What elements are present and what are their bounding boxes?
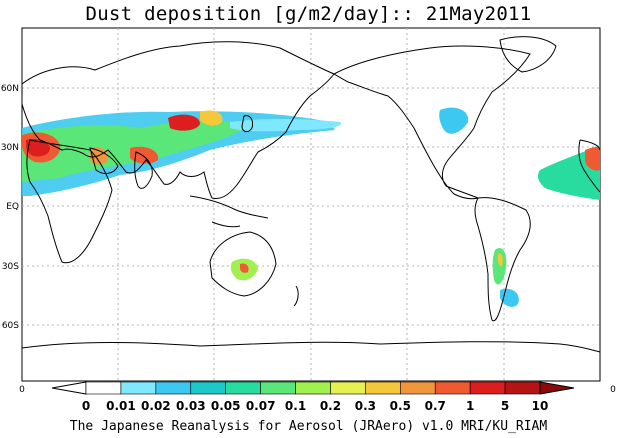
colorbar-tick-label: 0.5 bbox=[390, 399, 411, 413]
colorbar-right-end-label: 0 bbox=[610, 385, 616, 395]
colorbar-swatch bbox=[434, 381, 471, 395]
colorbar-tick-label: 5 bbox=[501, 399, 509, 413]
colorbar-tick-label: 0.01 bbox=[106, 399, 136, 413]
colorbar: 0 0 0 0.01 0.02 0.03 0.05 0.07 0.1 0.2 0.3 0.5 0.7… bbox=[19, 381, 616, 413]
coastlines bbox=[21, 36, 601, 353]
lat-label-eq: EQ bbox=[6, 202, 19, 212]
dust-core-gobi bbox=[200, 110, 223, 126]
colorbar-tick-label: 0.2 bbox=[320, 399, 341, 413]
colorbar-swatch bbox=[330, 381, 366, 395]
colorbar-swatch bbox=[260, 381, 296, 395]
colorbar-swatch bbox=[469, 381, 506, 395]
colorbar-swatch bbox=[85, 381, 122, 395]
colorbar-swatch bbox=[120, 381, 157, 395]
dust-deposition-field bbox=[22, 107, 600, 307]
lat-label-30s: 30S bbox=[2, 262, 19, 272]
latitude-labels: 60N 30N EQ 30S 60S bbox=[1, 84, 19, 331]
dust-core-taklimakan bbox=[168, 114, 200, 131]
dust-australia-core bbox=[240, 263, 249, 273]
colorbar-tick-label: 10 bbox=[532, 399, 549, 413]
colorbar-tick-label: 0.07 bbox=[246, 399, 276, 413]
colorbar-tick-label: 1 bbox=[466, 399, 474, 413]
colorbar-swatch bbox=[295, 381, 331, 395]
colorbar-swatch bbox=[225, 381, 261, 395]
dust-south-america-core bbox=[497, 253, 503, 267]
colorbar-left-arrow bbox=[51, 381, 87, 395]
lat-label-60n: 60N bbox=[1, 84, 19, 94]
colorbar-tick-label: 0.05 bbox=[211, 399, 241, 413]
colorbar-tick-label: 0.02 bbox=[141, 399, 171, 413]
data-credit: The Japanese Reanalysis for Aerosol (JRA… bbox=[69, 419, 548, 434]
colorbar-tick-label: 0 bbox=[82, 399, 90, 413]
colorbar-swatch bbox=[365, 381, 401, 395]
colorbar-swatch bbox=[504, 381, 541, 395]
colorbar-swatch bbox=[155, 381, 192, 395]
colorbar-swatch bbox=[190, 381, 226, 395]
colorbar-tick-label: 0.03 bbox=[176, 399, 206, 413]
colorbar-left-end-label: 0 bbox=[19, 385, 25, 395]
colorbar-right-arrow bbox=[539, 381, 575, 395]
dust-north-america bbox=[439, 107, 469, 134]
dust-core-sahara-inner bbox=[26, 138, 50, 157]
dust-south-america bbox=[492, 248, 507, 285]
lat-label-30n: 30N bbox=[1, 143, 19, 153]
dust-plume-pacific bbox=[230, 119, 341, 132]
colorbar-tick-label: 0.1 bbox=[285, 399, 306, 413]
lat-label-60s: 60S bbox=[2, 321, 19, 331]
map-title: Dust deposition [g/m2/day]:: 21May2011 bbox=[85, 3, 532, 25]
colorbar-tick-label: 0.3 bbox=[355, 399, 376, 413]
dust-atlantic bbox=[537, 145, 600, 200]
colorbar-swatch bbox=[400, 381, 436, 395]
dust-atlantic-core bbox=[585, 147, 600, 171]
dust-core-india bbox=[130, 146, 159, 164]
colorbar-tick-label: 0.7 bbox=[425, 399, 446, 413]
